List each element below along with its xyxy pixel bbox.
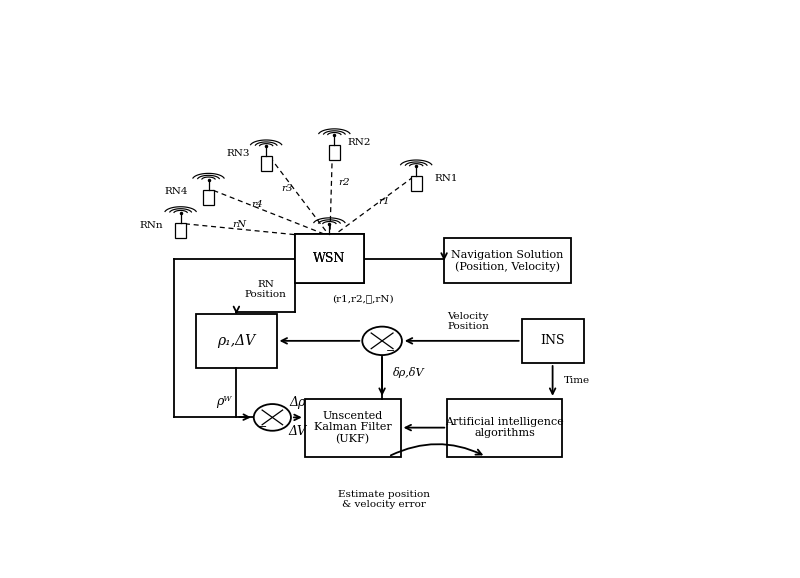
Text: RN4: RN4 (165, 187, 188, 197)
Text: Time: Time (564, 376, 590, 386)
Text: r1: r1 (378, 197, 390, 206)
Text: RN3: RN3 (226, 150, 250, 158)
Text: Velocity
Position: Velocity Position (447, 312, 489, 331)
Bar (447, 399, 562, 457)
Text: rN: rN (233, 220, 246, 228)
Text: r4: r4 (252, 200, 263, 209)
Bar (444, 239, 571, 283)
Text: r3: r3 (281, 184, 293, 194)
Text: Δρ: Δρ (290, 397, 306, 409)
Bar (203, 190, 214, 205)
Text: INS: INS (540, 334, 565, 347)
Bar (329, 145, 340, 160)
Text: WSN: WSN (314, 252, 346, 265)
Circle shape (362, 327, 402, 355)
Text: r2: r2 (338, 179, 350, 187)
Text: Unscented
Kalman Filter
(UKF): Unscented Kalman Filter (UKF) (314, 411, 391, 444)
Text: −: − (386, 346, 396, 356)
Bar (261, 156, 272, 171)
Bar (295, 234, 363, 283)
Text: RN2: RN2 (347, 138, 371, 147)
Bar (175, 223, 186, 238)
Text: ρ₁,ΔV: ρ₁,ΔV (218, 334, 255, 348)
Text: Estimate position
& velocity error: Estimate position & velocity error (338, 490, 430, 509)
Text: (r1,r2,⋯,rN): (r1,r2,⋯,rN) (333, 294, 394, 303)
Text: Navigation Solution
(Position, Velocity): Navigation Solution (Position, Velocity) (451, 250, 564, 272)
Text: −: − (258, 422, 267, 432)
Bar (295, 234, 363, 283)
Text: RN
Position: RN Position (245, 280, 286, 299)
Bar (196, 314, 277, 368)
Bar (522, 318, 584, 363)
Text: ΔV: ΔV (289, 424, 306, 438)
Circle shape (254, 404, 291, 431)
Text: WSN: WSN (314, 252, 346, 265)
Text: RNn: RNn (139, 221, 162, 229)
Bar (305, 399, 401, 457)
Text: Artificial intelligence
algorithms: Artificial intelligence algorithms (445, 417, 564, 439)
Bar (324, 234, 335, 249)
Text: δρ,δV: δρ,δV (394, 367, 425, 378)
Text: RN1: RN1 (434, 174, 458, 183)
Text: ρᵂ: ρᵂ (216, 395, 231, 409)
Bar (410, 176, 422, 191)
